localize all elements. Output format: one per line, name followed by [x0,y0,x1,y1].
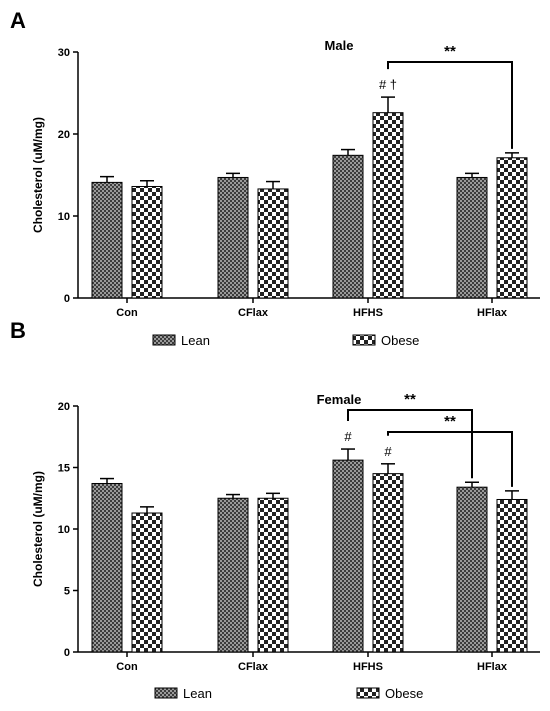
bar-lean-hfhs [332,154,364,299]
significance-bracket [347,409,473,479]
bar-lean-cflax [217,497,249,653]
legend-swatch-obese [356,687,380,699]
bar-obese-hflax [496,157,528,299]
x-tick-label: CFlax [238,661,269,673]
panel-a: A Male 0 10 20 30 Cholesterol (uM/mg) Con CFlax H… [10,8,540,348]
bar-obese-hflax [496,498,528,653]
legend-label-lean: Lean [181,333,210,348]
panel-b: B Female 0 5 10 15 20 Cholesterol (uM/mg) Con CFl… [10,318,540,701]
x-tick-label: HFlax [477,661,508,673]
legend-swatch-lean [154,687,178,699]
significance-marker: # [384,444,392,459]
bar-obese-con [131,512,163,653]
chart-title: Female [317,392,362,407]
significance-bracket [387,61,513,149]
y-tick-label: 10 [58,524,70,536]
significance-marker: # † [379,77,397,92]
y-axis-label: Cholesterol (uM/mg) [31,471,45,587]
legend-label-lean: Lean [183,686,212,701]
legend-swatch-obese [352,334,376,346]
y-tick-label: 20 [58,401,70,413]
panel-letter: A [10,8,26,33]
x-tick-label: Con [116,307,138,319]
x-tick-label: Con [116,661,138,673]
y-tick-label: 0 [64,293,70,305]
y-tick-label: 15 [58,463,70,475]
x-tick-label: CFlax [238,307,269,319]
bar-lean-hflax [456,486,488,653]
bracket-label: ** [444,43,456,60]
y-tick-label: 30 [58,47,70,59]
x-tick-label: HFlax [477,307,508,319]
y-axis-label: Cholesterol (uM/mg) [31,117,45,233]
x-tick-label: HFHS [353,661,383,673]
panel-letter: B [10,318,26,343]
significance-bracket [387,431,513,487]
bar-lean-con [91,181,123,299]
bracket-label: ** [444,413,456,430]
bar-lean-hfhs [332,459,364,653]
significance-marker: # [344,429,352,444]
legend-label-obese: Obese [381,333,419,348]
y-tick-label: 0 [64,647,70,659]
x-tick-label: HFHS [353,307,383,319]
bar-lean-hflax [456,176,488,299]
panels: A Male 0 10 20 30 Cholesterol (uM/mg) Con CFlax H… [10,8,540,701]
bracket-label: ** [404,391,416,408]
legend-label-obese: Obese [385,686,423,701]
bar-obese-con [131,185,163,299]
y-tick-label: 20 [58,129,70,141]
bar-obese-cflax [257,188,289,299]
legend-swatch-lean [152,334,176,346]
y-tick-label: 5 [64,586,70,598]
chart-title: Male [325,38,354,53]
y-tick-label: 10 [58,211,70,223]
bar-obese-hfhs [372,112,404,299]
bar-lean-con [91,482,123,653]
bar-obese-hfhs [372,473,404,653]
bar-lean-cflax [217,176,249,299]
bar-obese-cflax [257,497,289,653]
